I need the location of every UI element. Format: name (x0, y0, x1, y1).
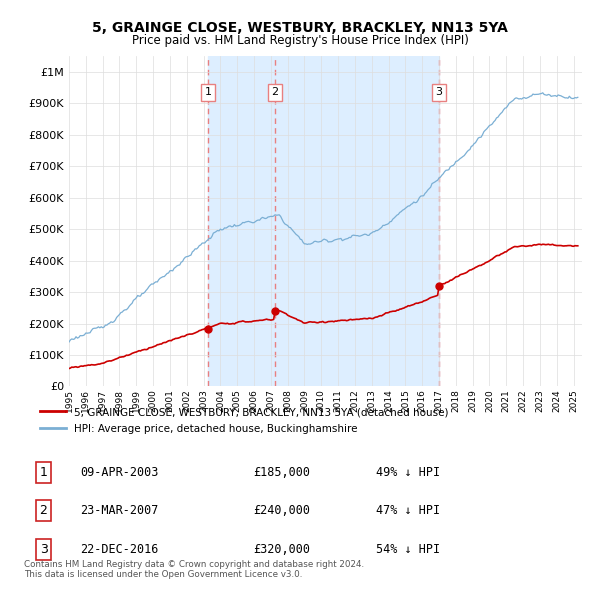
Text: £185,000: £185,000 (253, 466, 310, 478)
Text: 1: 1 (40, 466, 47, 478)
Text: Contains HM Land Registry data © Crown copyright and database right 2024.
This d: Contains HM Land Registry data © Crown c… (24, 560, 364, 579)
Text: 2: 2 (40, 504, 47, 517)
Text: 23-MAR-2007: 23-MAR-2007 (80, 504, 158, 517)
Text: 22-DEC-2016: 22-DEC-2016 (80, 543, 158, 556)
Text: 47% ↓ HPI: 47% ↓ HPI (376, 504, 440, 517)
Text: 5, GRAINGE CLOSE, WESTBURY, BRACKLEY, NN13 5YA: 5, GRAINGE CLOSE, WESTBURY, BRACKLEY, NN… (92, 21, 508, 35)
Text: 54% ↓ HPI: 54% ↓ HPI (376, 543, 440, 556)
Text: Price paid vs. HM Land Registry's House Price Index (HPI): Price paid vs. HM Land Registry's House … (131, 34, 469, 47)
Text: 09-APR-2003: 09-APR-2003 (80, 466, 158, 478)
Text: 3: 3 (435, 87, 442, 97)
Bar (275, 56, 439, 386)
Text: 3: 3 (40, 543, 47, 556)
Text: £240,000: £240,000 (253, 504, 310, 517)
Text: 49% ↓ HPI: 49% ↓ HPI (376, 466, 440, 478)
Bar (208, 56, 275, 386)
Legend: 5, GRAINGE CLOSE, WESTBURY, BRACKLEY, NN13 5YA (detached house), HPI: Average pr: 5, GRAINGE CLOSE, WESTBURY, BRACKLEY, NN… (35, 402, 454, 439)
Text: 1: 1 (205, 87, 212, 97)
Text: £320,000: £320,000 (253, 543, 310, 556)
Text: 2: 2 (271, 87, 278, 97)
